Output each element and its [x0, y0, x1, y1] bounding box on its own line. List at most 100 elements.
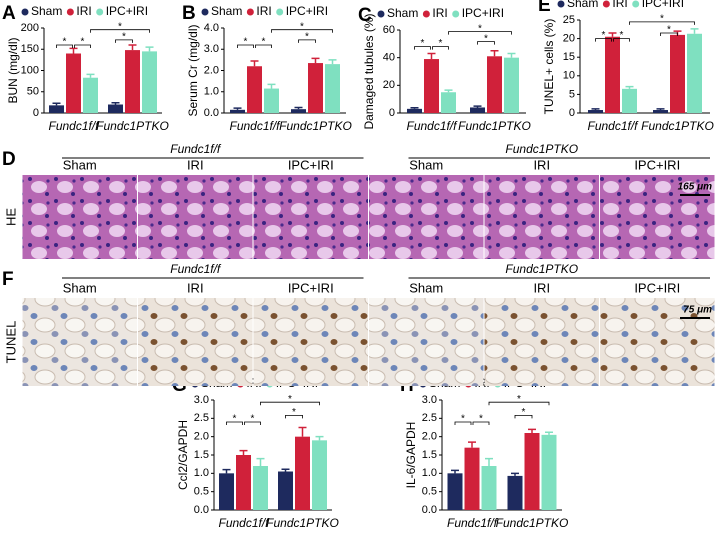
panel-letter: B [182, 3, 196, 24]
micrograph [138, 175, 253, 259]
bar [447, 473, 463, 510]
bar [230, 109, 245, 113]
significance-star: * [478, 23, 482, 34]
error-bar [86, 73, 95, 78]
bar [541, 434, 557, 510]
error-bar [410, 106, 419, 109]
significance-bracket [271, 29, 333, 33]
y-tick-label: 5 [569, 88, 575, 100]
significance-bracket [477, 41, 495, 45]
significance-bracket [595, 38, 612, 42]
bar [312, 440, 327, 510]
error-bar [625, 85, 634, 89]
significance-star: * [122, 32, 126, 43]
significance-star: * [479, 414, 483, 425]
micrograph [369, 175, 484, 259]
significance-bracket [613, 38, 630, 42]
x-tick-label: Fundc1PTKO [496, 516, 569, 530]
y-tick-label: 200 [21, 22, 39, 34]
significance-bracket [226, 421, 243, 425]
error-bar [490, 50, 499, 57]
error-bar [545, 431, 553, 435]
error-bar [145, 46, 154, 52]
bar [308, 63, 323, 113]
condition-label: Sham [409, 280, 443, 295]
legend-label: Sham [567, 0, 598, 10]
y-tick-label: 20 [383, 79, 395, 91]
bar [507, 475, 523, 510]
condition-label: Sham [63, 157, 97, 172]
legend-label: IPC+IRI [286, 4, 328, 18]
bar [504, 57, 519, 113]
y-axis-label: TUNEL+ cells (%) [542, 19, 556, 115]
bar [253, 466, 268, 510]
significance-bracket [629, 21, 695, 25]
micrograph [22, 175, 137, 259]
significance-bracket [260, 401, 320, 406]
y-tick-label: 1.0 [194, 467, 209, 479]
legend-dot [602, 0, 610, 8]
legend-dot [422, 10, 430, 18]
significance-bracket [285, 415, 303, 419]
y-axis-label: Damaged tubules (%) [362, 13, 376, 129]
y-axis-label: Ccl2/GAPDH [176, 420, 190, 490]
error-bar [444, 89, 453, 93]
y-tick-label: 50 [27, 86, 39, 98]
panel-letter: E [538, 0, 551, 16]
significance-bracket [514, 415, 533, 419]
significance-bracket [432, 46, 449, 50]
y-tick-label: 4.0 [204, 22, 219, 34]
error-bar [591, 108, 600, 111]
significance-star: * [484, 33, 488, 44]
significance-star: * [300, 21, 304, 32]
y-tick-label: 2.0 [204, 64, 219, 76]
y-tick-label: 40 [383, 52, 395, 64]
error-bar [468, 441, 476, 448]
significance-bracket [298, 39, 316, 43]
y-tick-label: 0.0 [422, 504, 437, 516]
x-tick-label: Fundc1f/f [447, 516, 499, 530]
bar [470, 107, 485, 113]
y-axis-label: BUN (mg/dl) [6, 37, 20, 103]
micrograph [600, 298, 715, 386]
legend-label: IRI [76, 4, 91, 18]
legend-label: Sham [31, 4, 62, 18]
panel-letter: D [2, 149, 16, 170]
y-tick-label: 3.0 [204, 43, 219, 55]
error-bar [52, 102, 61, 106]
legend-label: IRI [432, 6, 447, 20]
significance-star: * [439, 38, 443, 49]
bar [295, 436, 310, 510]
significance-bracket [244, 421, 261, 425]
legend-dot [21, 8, 29, 16]
significance-star: * [421, 38, 425, 49]
bar [278, 471, 293, 510]
group-label: Fundc1f/f [170, 142, 222, 156]
error-bar [328, 59, 337, 65]
bar [407, 108, 422, 113]
error-bar [427, 52, 436, 60]
x-tick-label: Fundc1PTKO [458, 119, 531, 133]
y-tick-label: 0 [389, 107, 395, 119]
error-bar [128, 44, 137, 51]
error-bar [690, 28, 699, 34]
error-bar [451, 469, 459, 474]
bar [524, 433, 540, 510]
y-tick-label: 1.5 [422, 449, 437, 461]
micrograph [484, 298, 599, 386]
x-tick-label: Fundc1PTKO [279, 119, 352, 133]
significance-bracket [56, 44, 73, 48]
significance-star: * [81, 37, 85, 48]
bar [142, 51, 157, 113]
condition-label: IRI [187, 280, 204, 295]
micrograph [22, 298, 137, 386]
x-tick-label: Fundc1f/f [48, 119, 100, 133]
y-tick-label: 0.5 [422, 486, 437, 498]
legend-label: IRI [612, 0, 627, 10]
legend-label: IRI [256, 4, 271, 18]
x-tick-label: Fundc1f/f [229, 119, 281, 133]
significance-bracket [414, 46, 431, 50]
legend-dot [276, 8, 284, 16]
y-tick-label: 0.0 [204, 107, 219, 119]
y-tick-label: 0 [569, 107, 575, 119]
